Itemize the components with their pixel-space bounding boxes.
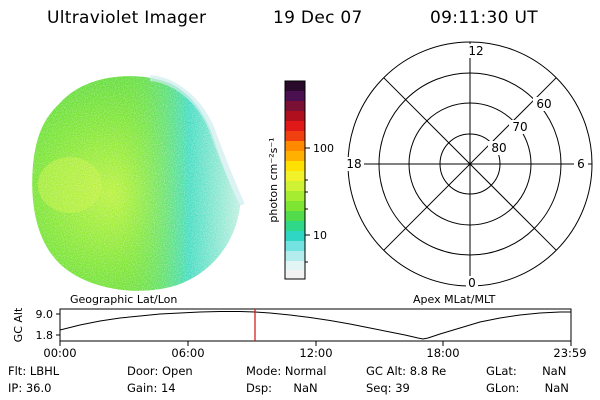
polar-plot: [347, 41, 593, 287]
timeline-plot: [56, 308, 572, 346]
timeline-ylabel: GC Alt: [12, 307, 25, 342]
info-label: Door:: [127, 364, 159, 378]
info-gcalt: GC Alt: 8.8 Re: [366, 364, 446, 378]
info-label: Flt:: [8, 364, 27, 378]
timeline-xtick-2: 12:00: [299, 346, 332, 360]
info-value: NaN: [544, 381, 569, 395]
info-label: Mode:: [246, 364, 282, 378]
info-glat: GLat: NaN: [486, 364, 566, 378]
info-gain: Gain: 14: [127, 381, 176, 395]
info-door: Door: Open: [127, 364, 193, 378]
colorbar-tick-100: 100: [313, 142, 334, 155]
info-ip: IP: 36.0: [8, 381, 51, 395]
lat-label-80: 80: [491, 141, 506, 155]
info-value: LBHL: [29, 364, 60, 378]
lat-label-60: 60: [536, 97, 551, 111]
info-seq: Seq: 39: [366, 381, 410, 395]
info-dsp: Dsp: NaN: [246, 381, 318, 395]
timeline-xtick-3: 18:00: [426, 346, 459, 360]
mlt-label-6: 6: [577, 157, 585, 171]
instrument-title: Ultraviolet Imager: [47, 8, 207, 28]
info-value: Normal: [284, 364, 327, 378]
info-label: Gain:: [127, 381, 158, 395]
info-value: 36.0: [25, 381, 52, 395]
timeline-xtick-0: 00:00: [43, 346, 76, 360]
mlt-label-18: 18: [346, 157, 361, 171]
info-label: IP:: [8, 381, 23, 395]
mlt-label-0: 0: [468, 276, 476, 290]
mlt-label-12: 12: [468, 44, 483, 58]
timeline-ytick-9: 9.0: [36, 308, 54, 321]
colorbar: [284, 80, 310, 280]
lat-label-70: 70: [512, 120, 527, 134]
time-label: 09:11:30 UT: [430, 8, 538, 28]
uv-image: [32, 75, 245, 291]
date-label: 19 Dec 07: [273, 8, 363, 28]
info-label: Seq:: [366, 381, 392, 395]
gc-alt-curve: [59, 311, 571, 340]
info-mode: Mode: Normal: [246, 364, 326, 378]
colorbar-unit-label: photon cm⁻²s⁻¹: [267, 137, 280, 222]
info-label: GLon:: [486, 381, 520, 395]
info-value: NaN: [293, 381, 318, 395]
timeline-ytick-1-8: 1.8: [36, 329, 54, 342]
info-value: 39: [395, 381, 410, 395]
timeline-xtick-4: 23:59: [553, 346, 586, 360]
info-value: NaN: [542, 364, 567, 378]
info-label: GLat:: [486, 364, 517, 378]
info-label: GC Alt:: [366, 364, 407, 378]
colorbar-tick-10: 10: [313, 229, 327, 242]
info-glon: GLon: NaN: [486, 381, 569, 395]
info-value: 14: [160, 381, 176, 395]
polar-caption: Apex MLat/MLT: [413, 293, 496, 306]
image-caption: Geographic Lat/Lon: [70, 293, 177, 306]
info-value: Open: [161, 364, 193, 378]
info-flt: Flt: LBHL: [8, 364, 59, 378]
info-value: 8.8 Re: [409, 364, 447, 378]
info-label: Dsp:: [246, 381, 273, 395]
timeline-xtick-1: 06:00: [171, 346, 204, 360]
